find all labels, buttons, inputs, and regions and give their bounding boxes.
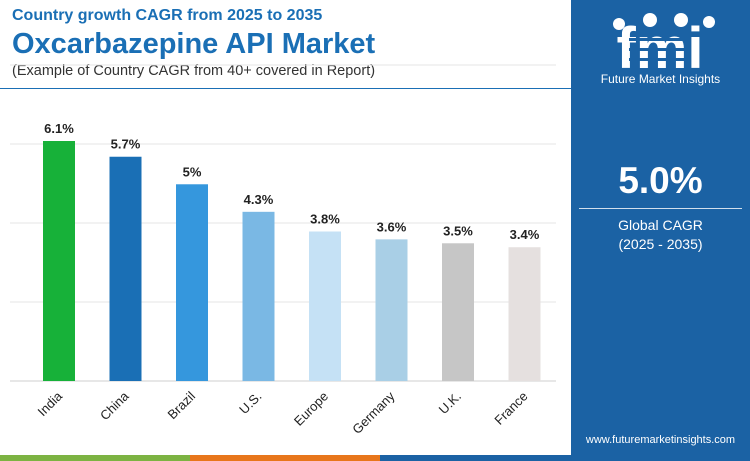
chart-header: Country growth CAGR from 2025 to 2035 Ox… (12, 6, 375, 81)
bar-uk (442, 243, 474, 381)
value-label: 6.1% (44, 121, 74, 136)
bar-europe (309, 231, 341, 381)
chart-title: Oxcarbazepine API Market (12, 28, 376, 60)
bar-chart: 6.1% India 5.7% China 5% Brazil 4.3% U.S. 3.8% Eu… (10, 64, 556, 437)
fmi-logo: fmi (613, 13, 715, 81)
global-cagr-value: 5.0% (618, 160, 703, 201)
value-label: 5% (183, 164, 202, 179)
sidebar: fmi Future Market Insights 5.0% Global C… (571, 0, 750, 455)
bar-germany (375, 239, 408, 381)
category-label: Europe (291, 389, 331, 429)
value-label: 3.5% (443, 223, 473, 238)
category-label: U.K. (436, 389, 464, 417)
category-label: U.S. (236, 389, 264, 417)
strip-segment-orange (190, 455, 380, 461)
bar-china (109, 156, 142, 381)
bottom-color-strip (0, 455, 750, 461)
header-divider (0, 88, 571, 89)
value-label: 3.8% (310, 211, 340, 226)
stat-divider (579, 208, 742, 209)
value-label: 5.7% (111, 137, 141, 152)
chart-subtitle-top: Country growth CAGR from 2025 to 2035 (12, 7, 323, 24)
brand-name: Future Market Insights (600, 72, 721, 86)
strip-segment-green (0, 455, 190, 461)
chart-subtitle-bottom: (Example of Country CAGR from 40+ covere… (12, 63, 376, 79)
category-label: India (35, 388, 66, 419)
bar-india (43, 141, 75, 381)
value-label: 3.4% (510, 227, 540, 242)
website-url[interactable]: www.futuremarketinsights.com (585, 434, 736, 446)
global-cagr-label-line2: (2025 - 2035) (618, 236, 703, 252)
bar-france (508, 247, 541, 381)
category-label: China (97, 388, 132, 423)
category-label: France (491, 389, 530, 428)
category-label: Germany (349, 388, 398, 437)
category-label: Brazil (165, 388, 199, 422)
global-cagr-label: Global CAGR (2025 - 2035) (571, 216, 750, 254)
value-label: 4.3% (244, 192, 274, 207)
value-label: 3.6% (377, 219, 407, 234)
bar-brazil (176, 184, 208, 381)
strip-segment-blue (380, 455, 750, 461)
bar-us (242, 211, 275, 381)
global-cagr-label-line1: Global CAGR (618, 217, 703, 233)
